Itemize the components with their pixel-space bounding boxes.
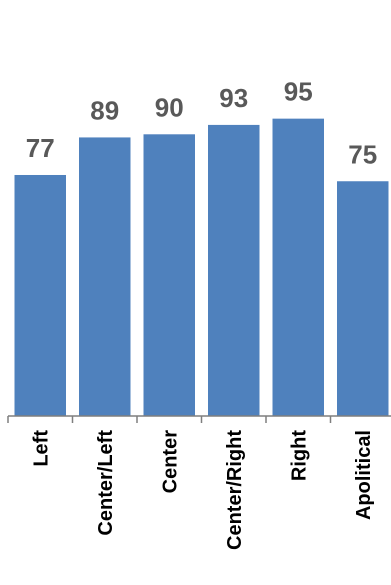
tick-label-apolitical: Apolitical bbox=[353, 430, 375, 520]
bar-center bbox=[143, 134, 195, 417]
tick-label-center: Center bbox=[159, 430, 181, 494]
tick-label-center-right: Center/Right bbox=[224, 430, 246, 550]
bar-center-left bbox=[79, 137, 131, 416]
bar-right bbox=[272, 118, 324, 417]
value-label-apolitical: 75 bbox=[348, 139, 377, 169]
bars bbox=[14, 118, 389, 417]
value-label-center: 90 bbox=[155, 92, 184, 122]
value-label-left: 77 bbox=[26, 133, 55, 163]
value-label-right: 95 bbox=[284, 77, 313, 107]
bar-center-right bbox=[208, 124, 260, 416]
bar-left bbox=[14, 174, 66, 416]
x-axis-tick-labels: Left Center/Left Center Center/Right Right Ap… bbox=[30, 430, 375, 550]
tick-label-left: Left bbox=[30, 430, 52, 467]
tick-label-right: Right bbox=[288, 430, 310, 481]
x-axis-ticks bbox=[7, 416, 332, 423]
bar-apolitical bbox=[337, 181, 389, 416]
value-label-center-left: 89 bbox=[90, 95, 119, 125]
value-labels: 77 89 90 93 95 75 bbox=[26, 77, 377, 170]
value-label-center-right: 93 bbox=[219, 83, 248, 113]
tick-label-center-left: Center/Left bbox=[95, 430, 117, 536]
